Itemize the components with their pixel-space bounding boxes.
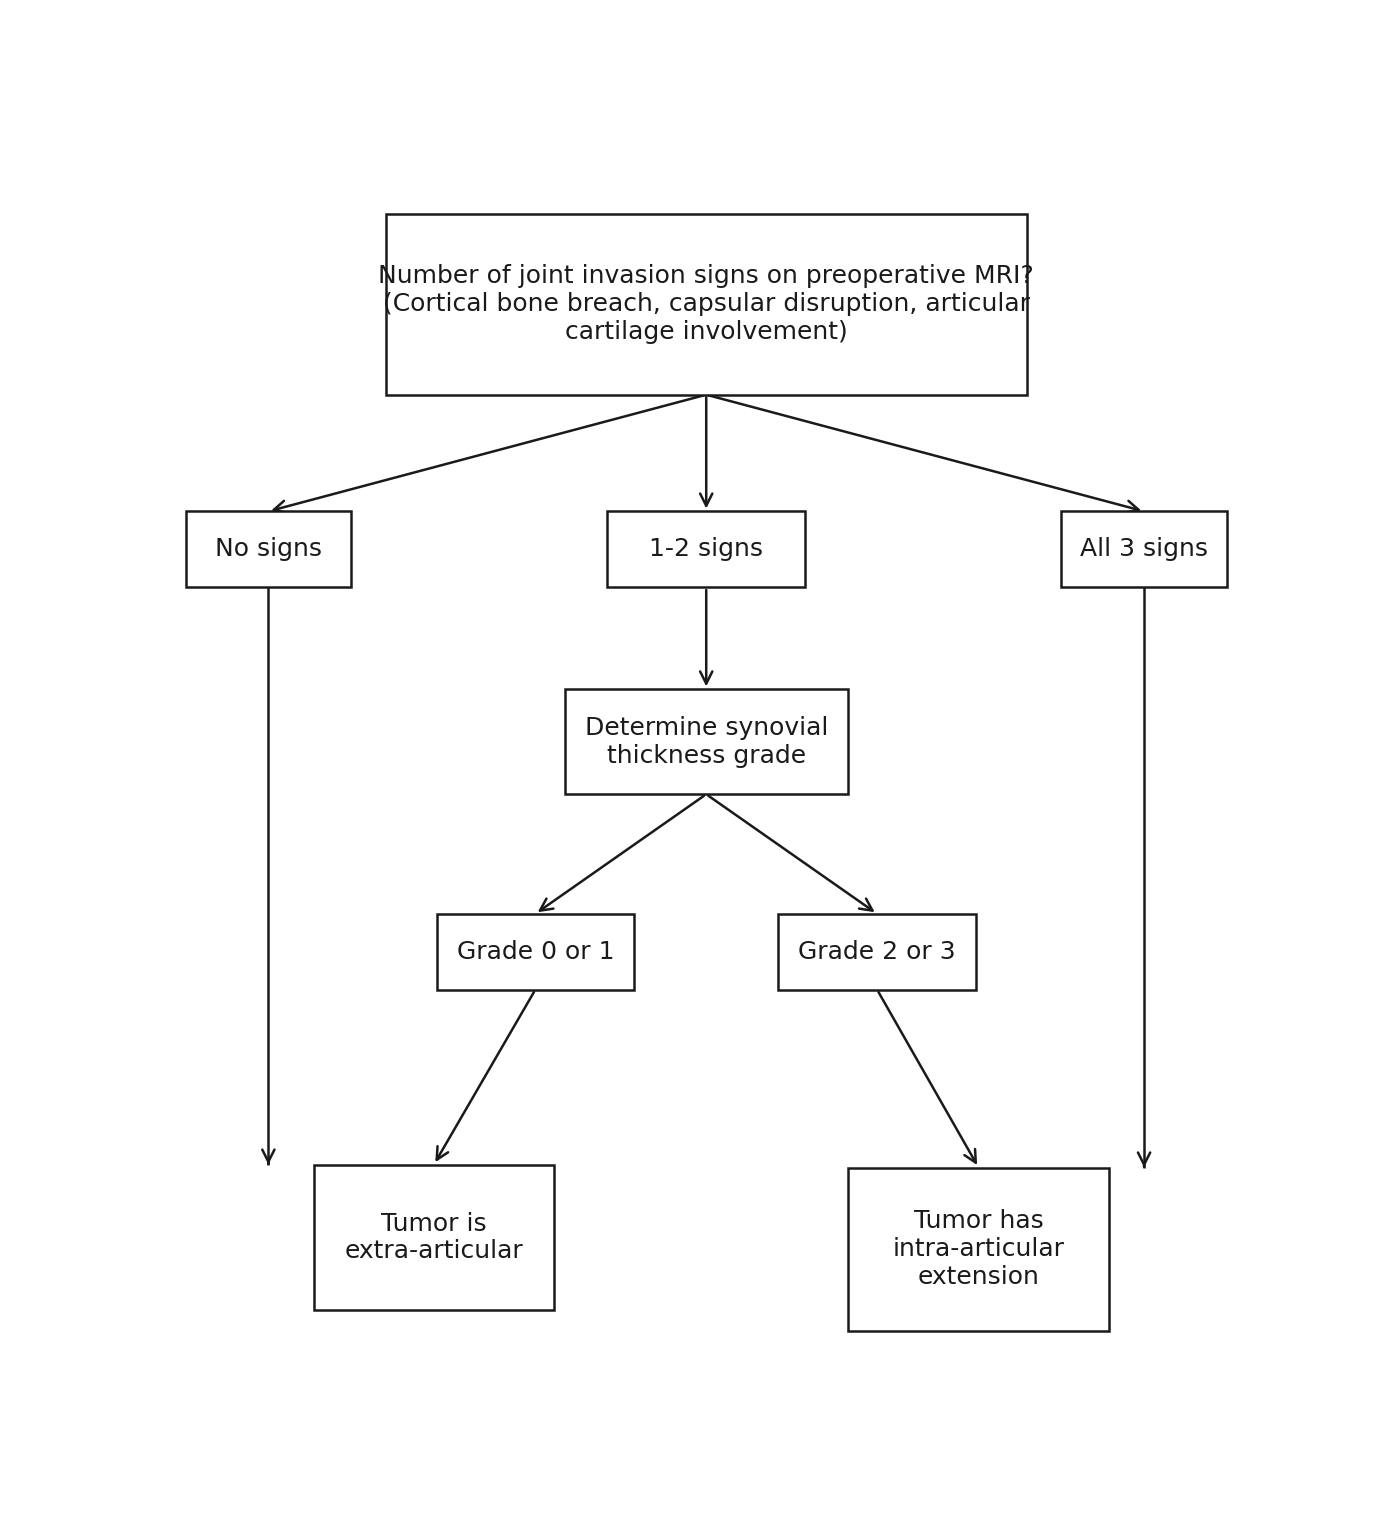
FancyBboxPatch shape bbox=[386, 214, 1027, 395]
Text: Tumor is
extra-articular: Tumor is extra-articular bbox=[344, 1212, 524, 1264]
FancyBboxPatch shape bbox=[847, 1168, 1109, 1330]
Text: All 3 signs: All 3 signs bbox=[1080, 538, 1209, 561]
Text: Tumor has
intra-articular
extension: Tumor has intra-articular extension bbox=[893, 1209, 1065, 1289]
Text: Grade 2 or 3: Grade 2 or 3 bbox=[798, 939, 956, 964]
FancyBboxPatch shape bbox=[608, 512, 805, 588]
FancyBboxPatch shape bbox=[565, 689, 847, 794]
Text: Number of joint invasion signs on preoperative MRI?
(Cortical bone breach, capsu: Number of joint invasion signs on preope… bbox=[379, 265, 1034, 344]
FancyBboxPatch shape bbox=[1061, 512, 1226, 588]
Text: Grade 0 or 1: Grade 0 or 1 bbox=[456, 939, 615, 964]
Text: Determine synovial
thickness grade: Determine synovial thickness grade bbox=[584, 717, 828, 768]
FancyBboxPatch shape bbox=[437, 914, 634, 989]
Text: 1-2 signs: 1-2 signs bbox=[649, 538, 763, 561]
FancyBboxPatch shape bbox=[314, 1165, 554, 1310]
FancyBboxPatch shape bbox=[186, 512, 351, 588]
Text: No signs: No signs bbox=[215, 538, 322, 561]
FancyBboxPatch shape bbox=[779, 914, 976, 989]
